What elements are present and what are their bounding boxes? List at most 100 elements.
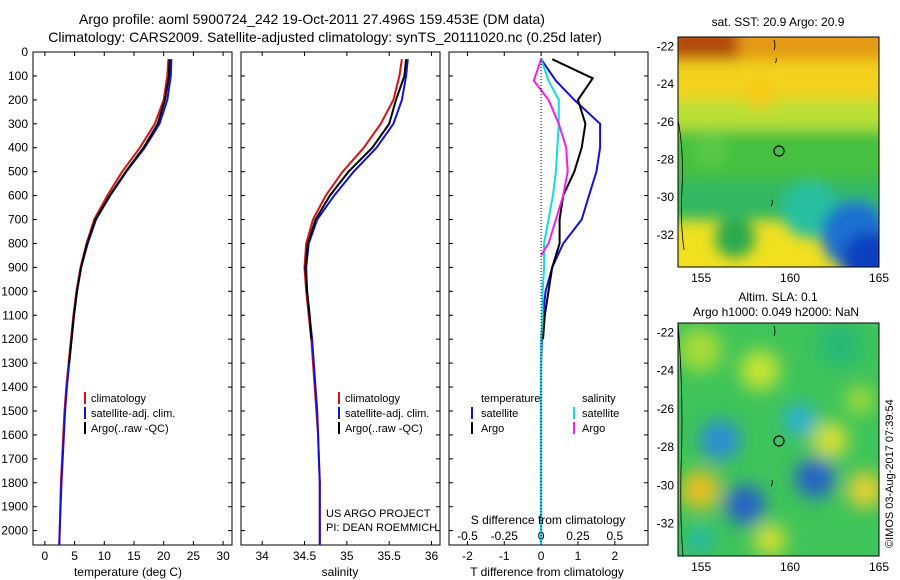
depth-tick-label: 0 [21,45,28,59]
legend-temperature-title: temperature [481,393,540,405]
temperature-xlabel: temperature (deg C) [74,565,182,579]
figure-title-line2: Climatology: CARS2009. Satellite-adjuste… [48,29,602,45]
depth-tick-label: 1900 [1,500,28,514]
tick-layer: 0100200300400500600700800900100011001200… [1,39,889,574]
depth-tick-label: 900 [8,260,28,274]
depth-tick-label: 800 [8,236,28,250]
difference-top-xlabel: S difference from climatology [471,513,626,527]
sst-map-y-tick-label: -26 [657,115,675,129]
legend-temp-argo-label: Argo [481,423,504,435]
depth-tick-label: 300 [8,117,28,131]
difference-x-tick-label: 0 [538,549,545,563]
sla-map [678,323,879,556]
legend-sal-satellite-label: satellite [582,408,619,420]
sla-map-x-tick-label: 165 [869,560,889,574]
sla-map-frame [677,322,880,557]
difference-xlabel: T difference from climatology [470,565,624,579]
salinity-series-line [304,59,408,340]
depth-tick-label: 1000 [1,284,28,298]
sla-map-y-tick-label: -24 [657,364,675,378]
difference-series-line [540,58,602,545]
legend-temp-satellite-label: satellite [481,408,518,420]
depth-tick-label: 1500 [1,404,28,418]
difference-x-tick-label: -1 [499,549,510,563]
figure-title-line1: Argo profile: aoml 5900724_242 19-Oct-20… [79,11,545,27]
legend-argo-label: Argo(..raw -QC) [345,423,423,435]
sla-map-title1: Altim. SLA: 0.1 [738,290,818,304]
temperature-legend: climatology satellite-adj. clim. Argo(..… [84,392,175,435]
legend-satellite-label: satellite-adj. clim. [345,408,429,420]
salinity-xlabel: salinity [322,565,359,579]
difference-s-tick-label: -0.25 [491,529,519,543]
temperature-axes [32,51,233,546]
sla-map-x-tick-label: 160 [780,560,800,574]
temperature-series-line [68,59,171,364]
sla-map-y-tick-label: -26 [657,402,675,416]
sst-map-y-tick-label: -32 [657,228,675,242]
sst-map-x-tick-label: 160 [780,271,800,285]
legend-satellite-label: satellite-adj. clim. [91,408,175,420]
difference-series-line [532,58,569,256]
sst-map-x-tick-label: 165 [869,271,889,285]
argo-position-marker [773,145,785,157]
sst-map-y-tick-label: -30 [657,190,675,204]
depth-tick-label: 1800 [1,476,28,490]
legend-argo-label: Argo(..raw -QC) [91,423,169,435]
temperature-x-tick-label: 30 [216,549,230,563]
difference-s-tick-label: -0.5 [457,529,478,543]
sla-map-y-tick-label: -32 [657,517,675,531]
sla-map-x-tick-label: 155 [691,560,711,574]
sst-map-y-tick-label: -22 [657,39,675,53]
salinity-x-tick-label: 34 [255,549,269,563]
difference-legend: temperature salinity satellite Argo sate… [471,393,619,435]
difference-x-tick-label: 1 [575,549,582,563]
depth-tick-label: 400 [8,141,28,155]
depth-tick-label: 600 [8,189,28,203]
depth-tick-label: 1200 [1,332,28,346]
sst-map-frame [677,36,880,268]
difference-x-tick-label: -2 [462,549,473,563]
argo-position-marker [773,435,785,447]
sst-map-title: sat. SST: 20.9 Argo: 20.9 [712,15,845,29]
sla-map-title2: Argo h1000: 0.049 h2000: NaN [693,305,859,319]
credit-project: US ARGO PROJECT [326,508,431,520]
sla-map-y-tick-label: -22 [657,326,675,340]
sla-map-y-tick-label: -28 [657,440,675,454]
difference-series-line [542,58,595,340]
difference-s-tick-label: 0.25 [566,529,590,543]
depth-tick-label: 700 [8,213,28,227]
salinity-series-line [305,59,409,545]
temperature-x-tick-label: 15 [127,549,141,563]
difference-series-line [540,58,560,545]
temperature-x-tick-label: 5 [71,549,78,563]
sst-map-y-tick-label: -24 [657,77,675,91]
depth-tick-label: 1100 [2,308,28,322]
salinity-x-tick-label: 35.5 [378,549,402,563]
salinity-legend: climatology satellite-adj. clim. Argo(..… [326,392,437,534]
salinity-axes [240,51,441,546]
depth-tick-label: 1400 [1,380,28,394]
legend-sal-argo-label: Argo [582,423,605,435]
depth-tick-label: 2000 [1,524,28,538]
temperature-x-tick-label: 0 [42,549,49,563]
depth-tick-label: 1600 [1,428,28,442]
salinity-x-tick-label: 34.5 [293,549,317,563]
depth-tick-label: 100 [8,69,28,83]
difference-axes [448,51,649,546]
sla-map-y-tick-label: -30 [657,478,675,492]
salinity-x-tick-label: 35 [340,549,354,563]
sst-map-y-tick-label: -28 [657,153,675,167]
legend-salinity-title: salinity [582,393,616,405]
legend-climatology-label: climatology [345,393,401,405]
temperature-x-tick-label: 20 [157,549,171,563]
legend-climatology-label: climatology [91,393,147,405]
imos-watermark: ©IMOS 03-Aug-2017 07:39:54 [884,399,896,548]
difference-s-tick-label: 0.5 [606,529,623,543]
depth-tick-label: 200 [8,93,28,107]
salinity-x-tick-label: 36 [425,549,439,563]
depth-tick-label: 1700 [1,452,28,466]
profile-lines [58,58,602,546]
temperature-x-tick-label: 25 [187,549,201,563]
credit-pi: PI: DEAN ROEMMICH [326,522,437,534]
